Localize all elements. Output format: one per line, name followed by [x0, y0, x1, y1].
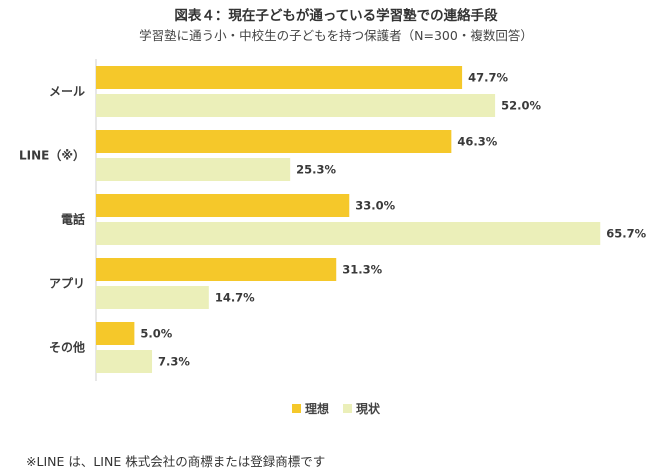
- footnote: ※LINE は、LINE 株式会社の商標または登録商標です: [26, 454, 326, 469]
- legend-swatch-ideal: [291, 404, 301, 413]
- chart-subtitle: 学習塾に通う小・中校生の子どもを持つ保護者（N=300・複数回答）: [139, 28, 533, 43]
- bar-ideal: [96, 258, 337, 281]
- data-label: 31.3%: [342, 263, 382, 277]
- bar-current: [96, 286, 209, 309]
- bar-ideal: [96, 66, 463, 89]
- legend: 理想 現状: [0, 400, 672, 417]
- bar-current: [96, 350, 153, 373]
- bar-ideal: [96, 130, 452, 153]
- bar-chart: メール 47.7% 52.0% LINE（※） 46.3% 25.3% 電話 33.0% 65.…: [19, 59, 647, 381]
- bar-ideal: [96, 194, 350, 217]
- chart-title: 図表４：現在子どもが通っている学習塾での連絡手段: [174, 8, 498, 24]
- legend-item-ideal: 理想: [291, 400, 329, 417]
- legend-item-current: 現状: [343, 400, 380, 417]
- bar-current: [96, 158, 291, 181]
- bar-current: [96, 94, 496, 117]
- category-label: メール: [49, 85, 85, 99]
- data-label: 14.7%: [215, 291, 255, 305]
- legend-label-ideal: 理想: [304, 402, 329, 416]
- category-label: 電話: [61, 212, 85, 227]
- bar-current: [96, 222, 601, 245]
- category-label: アプリ: [49, 276, 85, 291]
- data-label: 33.0%: [355, 199, 395, 213]
- legend-label-current: 現状: [356, 402, 381, 416]
- data-label: 25.3%: [296, 163, 336, 177]
- legend-swatch-current: [343, 404, 352, 413]
- data-label: 65.7%: [606, 227, 646, 241]
- data-label: 5.0%: [140, 327, 172, 341]
- category-label: その他: [49, 340, 85, 355]
- bar-ideal: [96, 322, 135, 345]
- data-label: 47.7%: [468, 71, 508, 85]
- data-label: 7.3%: [158, 355, 190, 369]
- data-label: 52.0%: [501, 99, 541, 113]
- data-label: 46.3%: [457, 135, 497, 149]
- category-label: LINE（※）: [19, 148, 85, 163]
